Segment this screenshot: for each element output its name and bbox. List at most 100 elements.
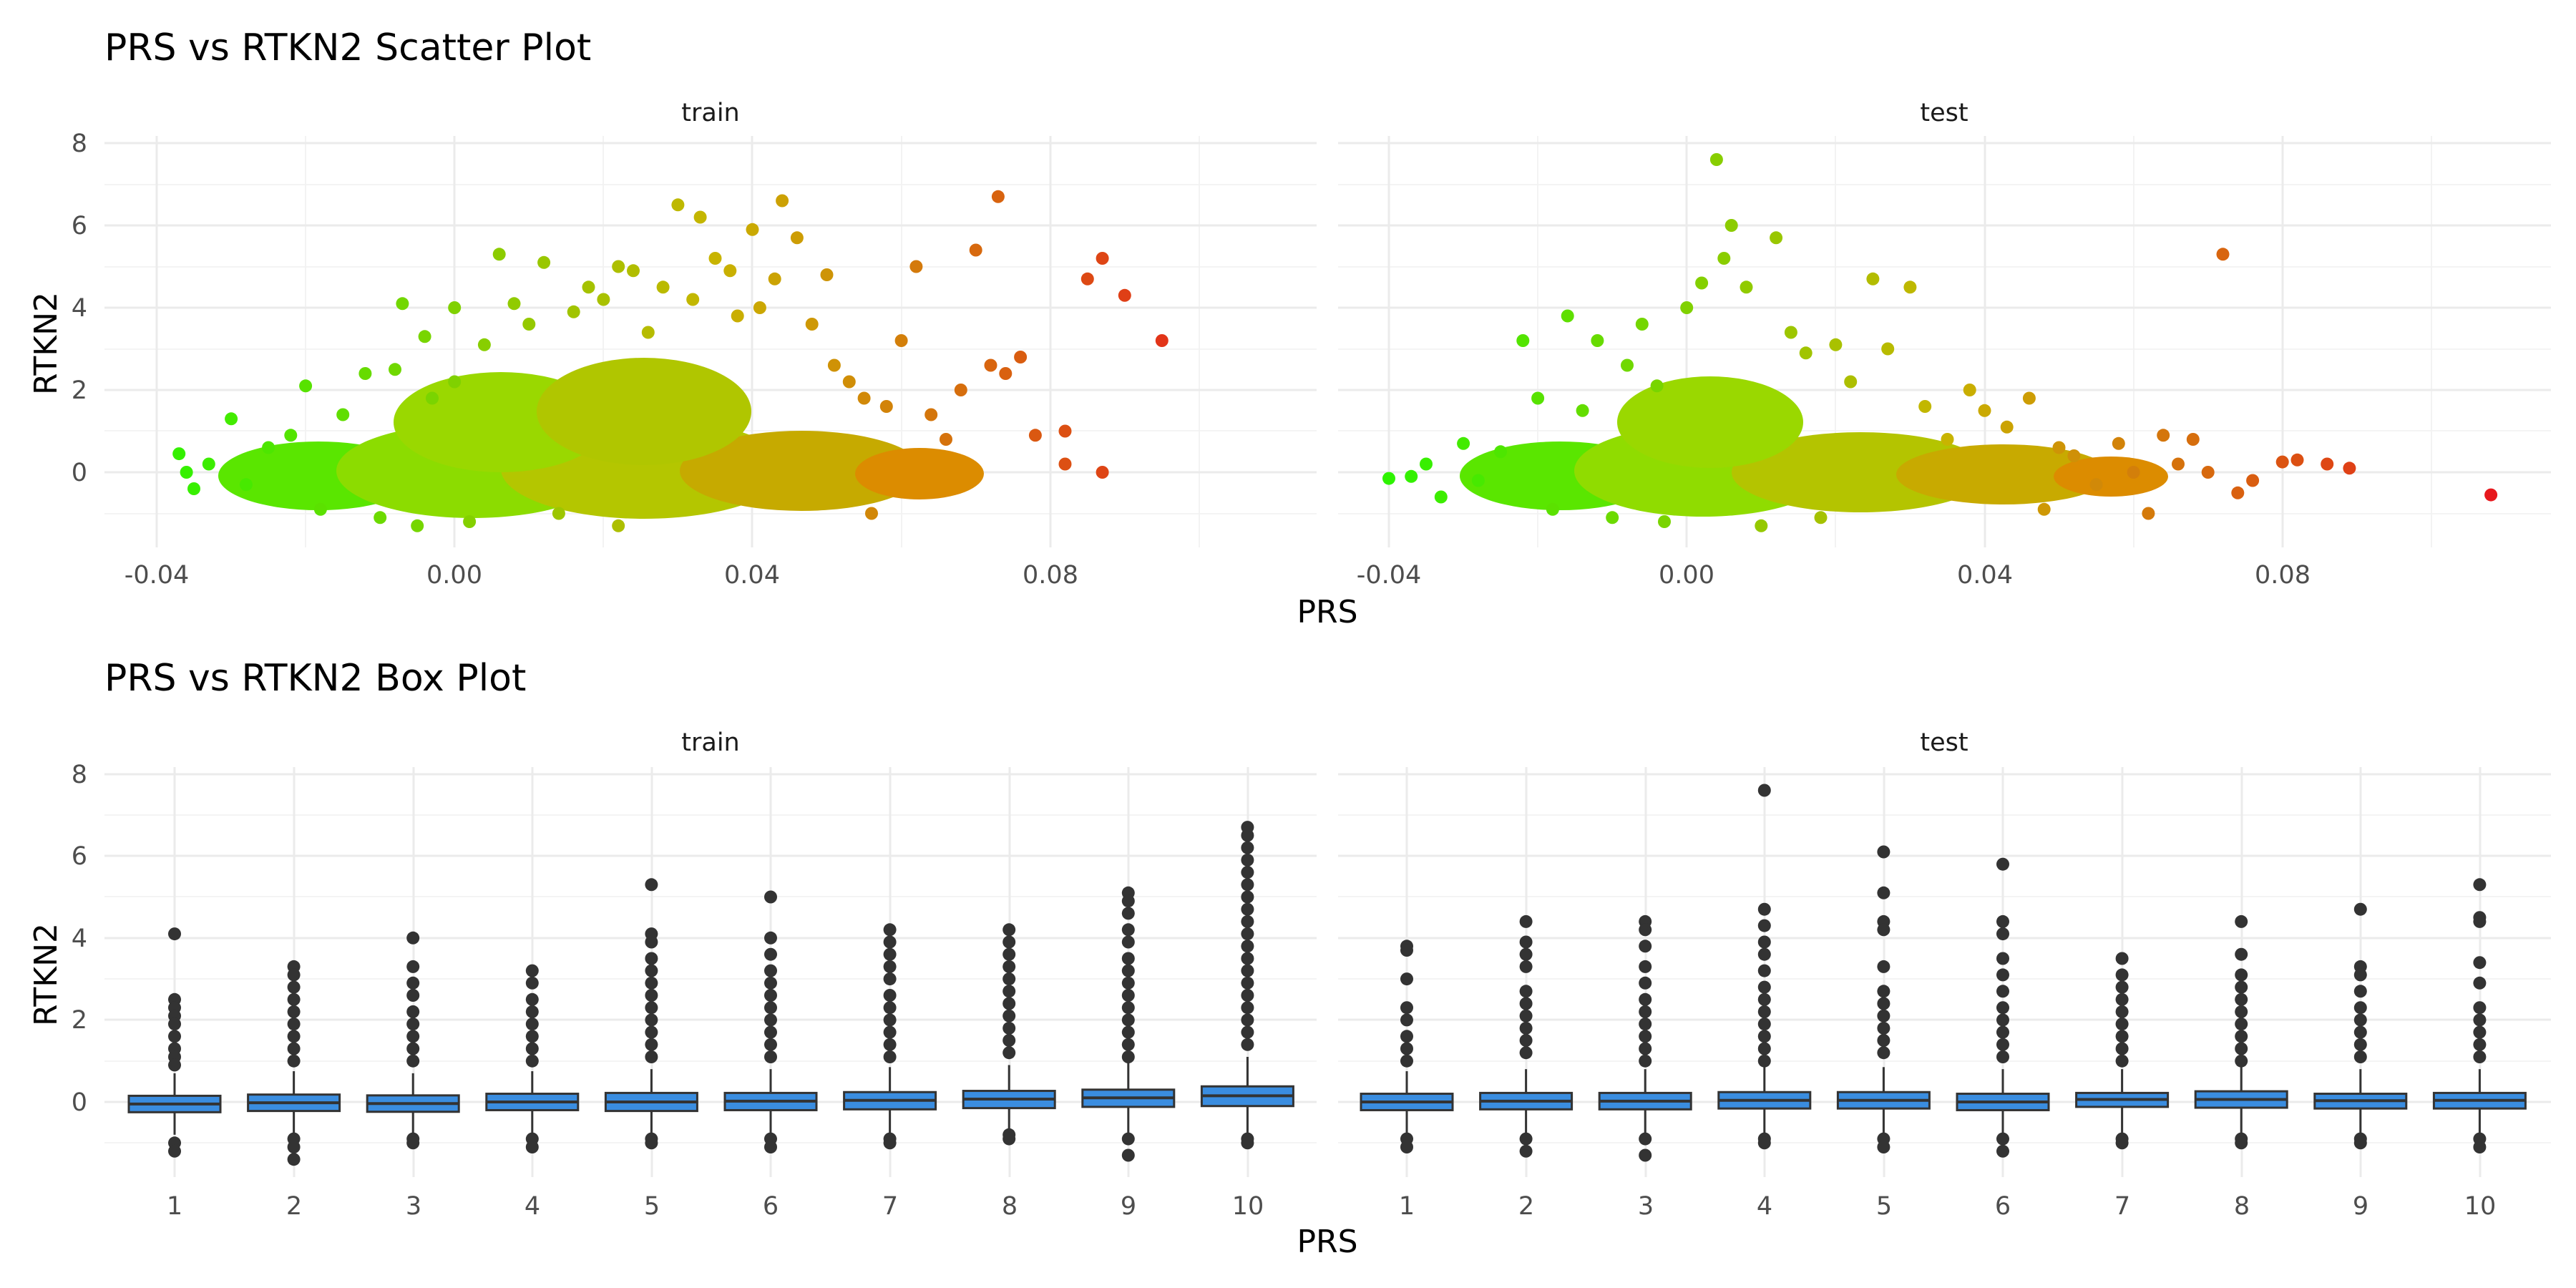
scatter-point xyxy=(336,408,350,421)
scatter-point xyxy=(909,260,923,273)
box-outlier xyxy=(2473,878,2487,892)
box-outlier xyxy=(1639,1148,1652,1162)
scatter-point xyxy=(1814,511,1828,525)
box-outlier xyxy=(1400,1013,1413,1027)
box-outlier xyxy=(1241,1038,1254,1051)
box-outlier xyxy=(2473,1038,2487,1051)
scatter-train-x-ticks: -0.04 0.00 0.04 0.08 xyxy=(125,561,1078,590)
box-outlier xyxy=(1877,923,1890,937)
box-outlier xyxy=(1877,886,1890,899)
scatter-point xyxy=(1058,424,1072,438)
box-outlier xyxy=(1519,1021,1533,1035)
box-outlier xyxy=(645,1050,658,1063)
scatter-point xyxy=(522,318,536,331)
box-outlier xyxy=(2353,1136,2367,1150)
box-outlier xyxy=(406,1005,420,1018)
box-outlier xyxy=(2235,1018,2248,1031)
scatter-point xyxy=(418,330,431,343)
scatter-plot-title: PRS vs RTKN2 Scatter Plot xyxy=(104,26,591,69)
box-y-axis-label: RTKN2 xyxy=(28,923,64,1026)
x-tick-label: 5 xyxy=(644,1192,660,1221)
box-outlier xyxy=(1996,1038,2009,1051)
scatter-point xyxy=(1866,272,1880,286)
x-tick-label: 6 xyxy=(1995,1192,2011,1221)
box-outlier xyxy=(1519,1034,1533,1047)
box-outlier xyxy=(1121,976,1135,990)
box-outlier xyxy=(1757,1005,1771,1018)
box-outlier xyxy=(645,1025,658,1039)
box-outlier xyxy=(287,1141,301,1153)
box-outlier xyxy=(1757,964,1771,977)
box-outlier xyxy=(764,1001,777,1015)
box-outlier xyxy=(2473,1025,2487,1039)
box-plot-section: PRS vs RTKN2 Box Plot xyxy=(28,657,2551,1260)
scatter-test-x-ticks: -0.04 0.00 0.04 0.08 xyxy=(1357,561,2311,590)
scatter-point xyxy=(411,519,424,532)
scatter-point xyxy=(894,334,908,347)
box-outlier xyxy=(1519,947,1533,961)
box-outlier xyxy=(168,1058,181,1072)
x-tick-label: 4 xyxy=(1757,1192,1772,1221)
box-outlier xyxy=(406,1042,420,1055)
box-outlier xyxy=(645,878,658,892)
box-outlier xyxy=(406,931,420,945)
scatter-point xyxy=(202,457,215,471)
box-outlier xyxy=(2115,980,2129,994)
box-outlier xyxy=(1757,1030,1771,1043)
scatter-point xyxy=(1658,515,1671,528)
x-tick-label: 3 xyxy=(406,1192,421,1221)
box-outlier xyxy=(287,1030,301,1043)
box-outlier xyxy=(1002,923,1016,937)
box-outlier xyxy=(883,1136,897,1150)
scatter-point xyxy=(1420,457,1433,471)
box-outlier xyxy=(1121,1148,1135,1162)
box-outlier xyxy=(1002,1009,1016,1023)
box-train-y-ticks: 0 2 4 6 8 xyxy=(72,761,87,1117)
scatter-point xyxy=(582,280,595,294)
box-outlier xyxy=(1241,964,1254,977)
x-tick-label: 1 xyxy=(167,1192,182,1221)
box-outlier xyxy=(406,989,420,1002)
scatter-point xyxy=(1770,231,1783,245)
scatter-point xyxy=(857,391,871,405)
box-outlier xyxy=(2115,992,2129,1006)
scatter-point xyxy=(776,194,789,208)
scatter-point xyxy=(262,441,275,454)
box-outlier xyxy=(2353,1025,2367,1039)
box-outlier xyxy=(287,1005,301,1018)
scatter-point xyxy=(1903,280,1917,294)
box-outlier xyxy=(1002,985,1016,998)
scatter-point xyxy=(693,210,707,224)
box-outlier xyxy=(1121,907,1135,920)
box-outlier xyxy=(1241,878,1254,892)
scatter-point xyxy=(2246,474,2260,487)
box-outlier xyxy=(883,947,897,961)
box-outlier xyxy=(883,1001,897,1015)
box-outlier xyxy=(1121,935,1135,949)
scatter-point xyxy=(612,519,625,532)
scatter-point xyxy=(1494,445,1508,459)
scatter-point xyxy=(358,367,372,380)
scatter-point xyxy=(2127,466,2140,479)
box-outlier xyxy=(2235,992,2248,1006)
box-outlier xyxy=(1877,985,1890,998)
scatter-point xyxy=(627,264,640,278)
scatter-point xyxy=(656,280,670,294)
box-outlier xyxy=(1121,1001,1135,1015)
scatter-point xyxy=(1382,472,1395,485)
box-outlier xyxy=(525,1018,539,1031)
box-outlier xyxy=(1639,923,1652,937)
box-outlier xyxy=(764,976,777,990)
box-outlier xyxy=(2235,947,2248,961)
y-tick-label: 6 xyxy=(72,212,87,240)
scatter-point xyxy=(2157,429,2170,442)
box-outlier xyxy=(1002,1046,1016,1060)
scatter-point xyxy=(1755,519,1768,532)
scatter-point xyxy=(2067,449,2081,462)
box-outlier xyxy=(2115,1005,2129,1018)
box-outlier xyxy=(1996,1013,2009,1027)
box-outlier xyxy=(2235,980,2248,994)
scatter-point xyxy=(2142,507,2155,520)
box-outlier xyxy=(1241,829,1254,842)
scatter-point xyxy=(686,293,700,306)
